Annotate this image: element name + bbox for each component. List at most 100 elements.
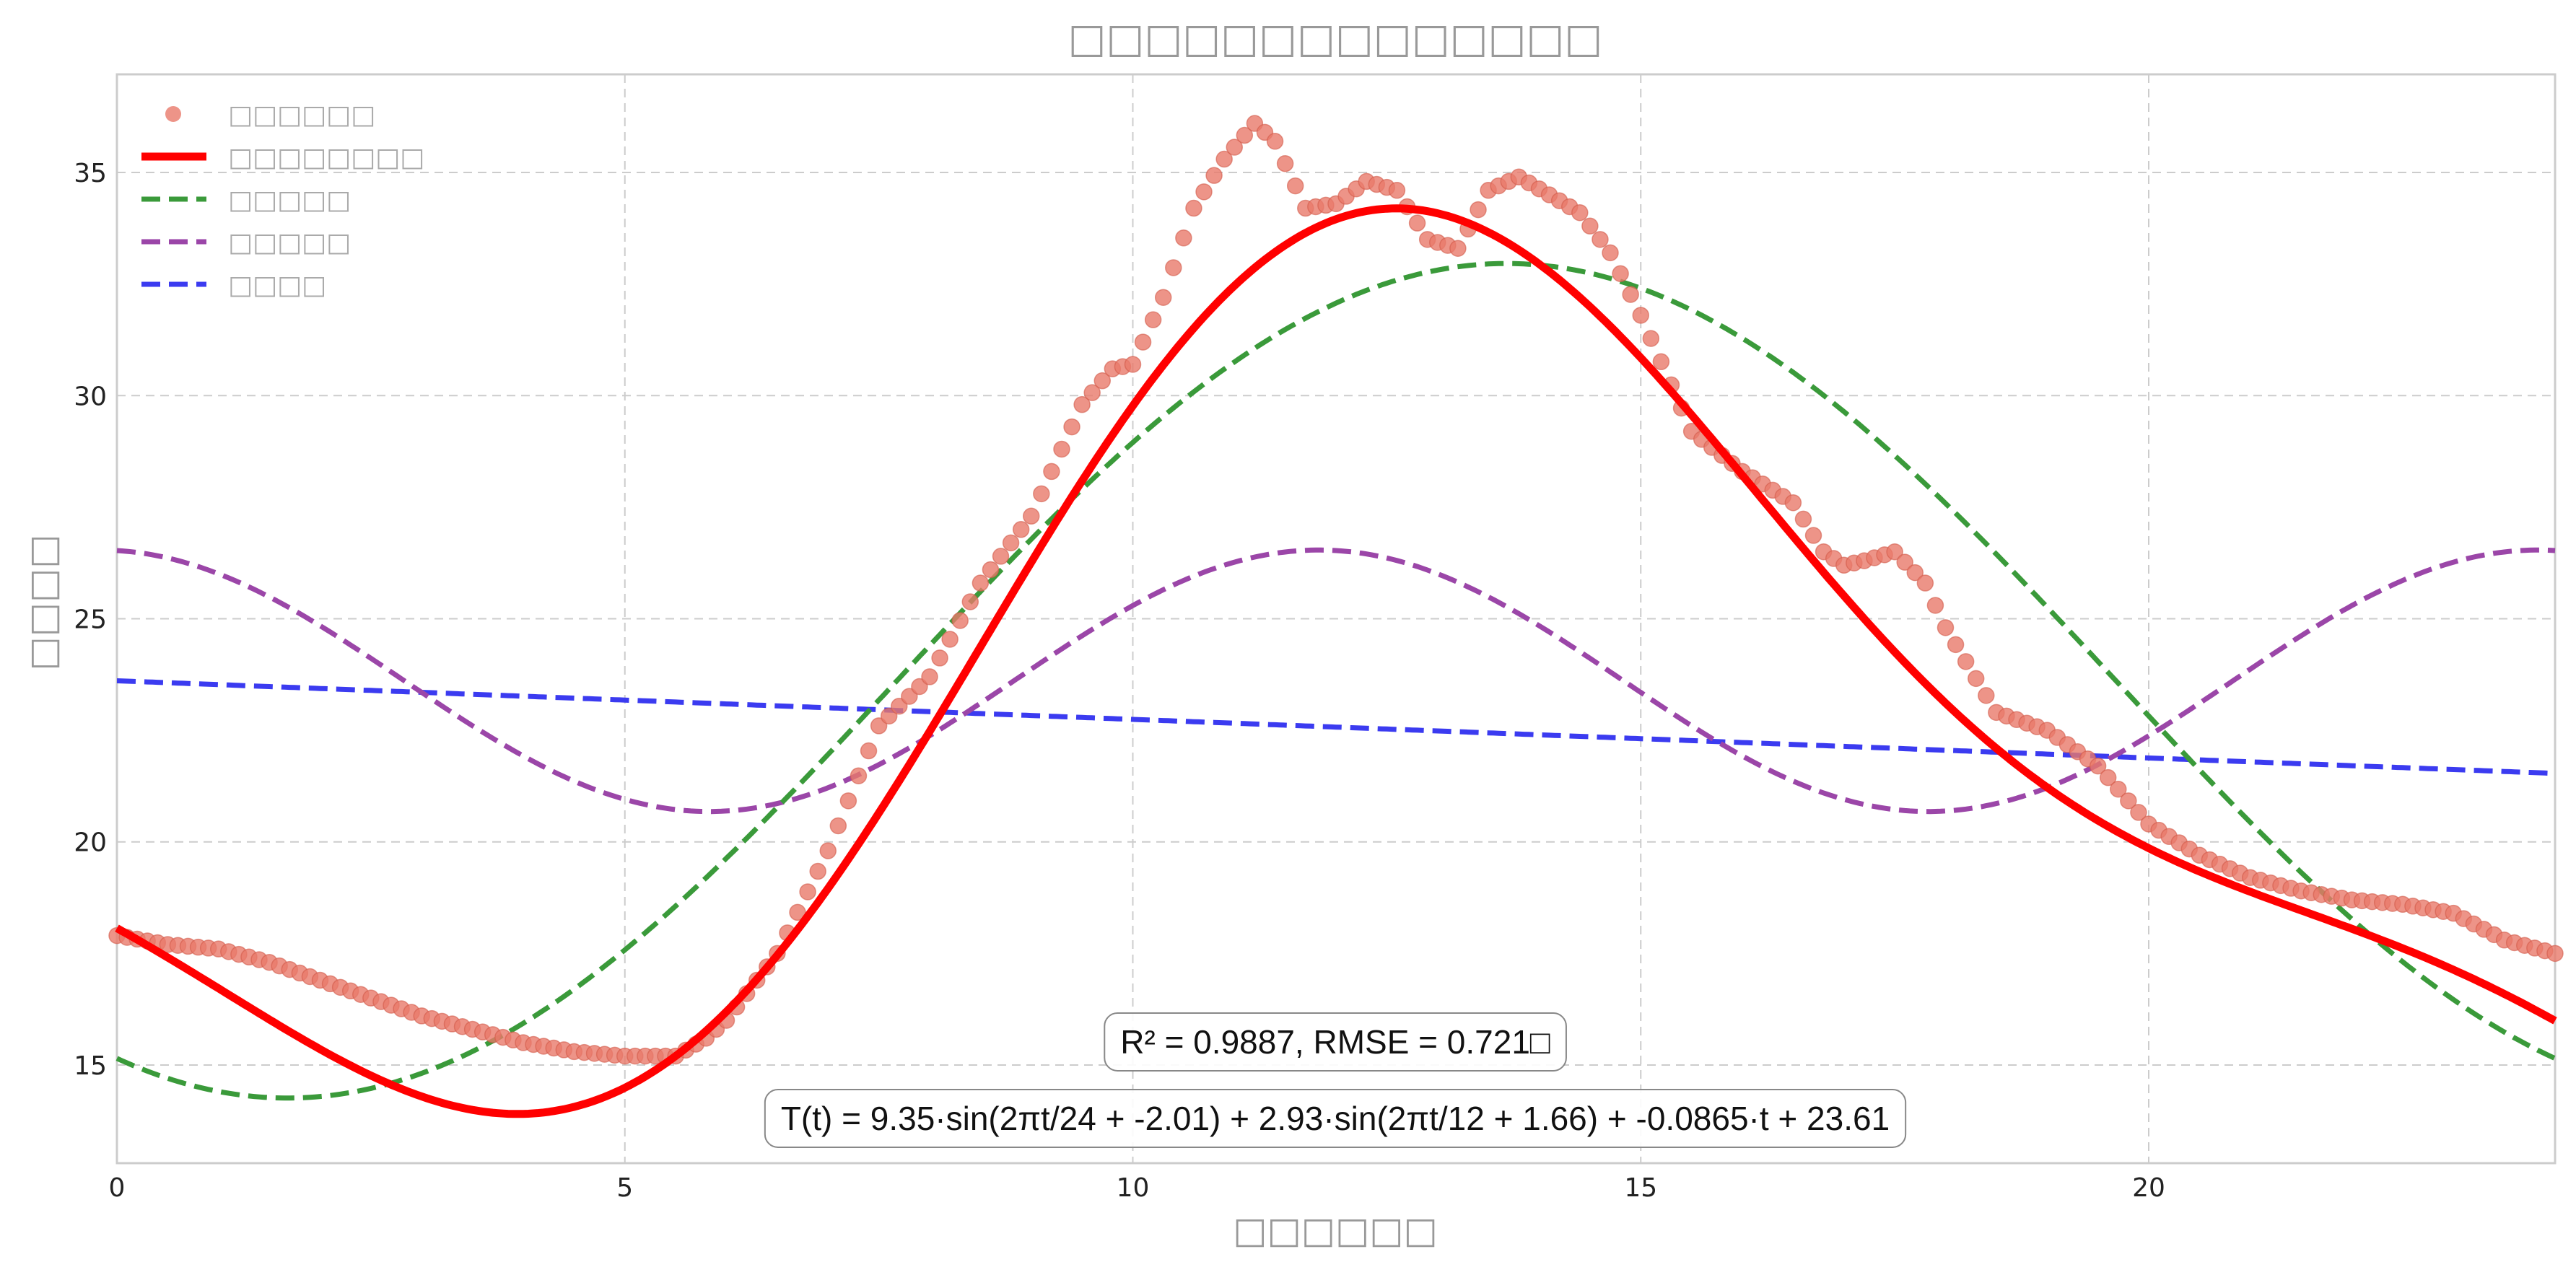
legend-label: □□□□□ xyxy=(228,228,351,258)
observed-point xyxy=(1083,384,1101,401)
formula-annotation: T(t) = 9.35·sin(2πt/24 + -2.01) + 2.93·s… xyxy=(764,1089,1907,1148)
series-trend-line xyxy=(116,678,2556,776)
observed-point xyxy=(1916,574,1934,592)
observed-point xyxy=(992,548,1010,565)
observed-point xyxy=(911,678,928,696)
observed-point xyxy=(921,668,938,685)
observed-point xyxy=(839,792,857,810)
observed-point xyxy=(931,649,948,667)
observed-point xyxy=(1957,653,1975,670)
metrics-annotation: R² = 0.9887, RMSE = 0.721□ xyxy=(1104,1012,1567,1072)
observed-point xyxy=(1205,167,1223,184)
observed-point xyxy=(1581,217,1599,235)
series-semidaily-line xyxy=(116,547,2556,815)
observed-point xyxy=(1652,353,1670,371)
observed-point xyxy=(1124,356,1142,373)
observed-point xyxy=(1215,150,1233,168)
observed-point xyxy=(1165,259,1182,276)
observed-point xyxy=(1794,510,1812,528)
observed-point xyxy=(1063,418,1080,436)
legend-label: □□□□ xyxy=(228,271,326,300)
observed-point xyxy=(1784,494,1802,512)
observed-point xyxy=(982,561,1000,579)
observed-point xyxy=(1236,126,1254,144)
y-tick-label: 35 xyxy=(74,159,107,188)
observed-point xyxy=(1896,553,1913,571)
legend-label: □□□□□□□□ xyxy=(228,143,424,172)
observed-point xyxy=(860,742,878,760)
observed-point xyxy=(1093,372,1112,390)
observed-point xyxy=(1073,395,1091,413)
observed-point xyxy=(1195,183,1213,201)
observed-point xyxy=(1388,182,1406,199)
observed-point xyxy=(1937,619,1955,636)
observed-point xyxy=(1053,440,1070,458)
legend-label: □□□□□ xyxy=(228,185,351,215)
observed-point xyxy=(1144,311,1162,328)
observed-point xyxy=(972,574,990,592)
observed-point xyxy=(961,593,979,610)
observed-point xyxy=(1134,333,1152,351)
observed-point xyxy=(1947,636,1965,654)
series-layer xyxy=(108,115,2564,1118)
observed-point xyxy=(1967,670,1985,688)
y-tick-label: 20 xyxy=(74,828,107,858)
observed-point xyxy=(1276,154,1294,172)
observed-point xyxy=(799,883,816,901)
observed-point xyxy=(1012,521,1030,538)
observed-point xyxy=(1449,240,1467,257)
observed-point xyxy=(809,862,826,880)
observed-point xyxy=(2110,780,2127,798)
observed-point xyxy=(1978,687,1995,704)
observed-point xyxy=(1642,330,1660,347)
observed-point xyxy=(789,903,806,921)
x-axis-label: □□□□□□ xyxy=(1233,1209,1437,1251)
observed-point xyxy=(1408,214,1426,232)
observed-point xyxy=(2099,768,2117,787)
observed-point xyxy=(1002,534,1020,552)
observed-point xyxy=(870,717,888,735)
observed-point xyxy=(829,817,847,835)
y-tick-label: 30 xyxy=(74,382,107,411)
observed-point xyxy=(880,707,898,725)
observed-point xyxy=(1804,527,1822,544)
observed-point xyxy=(2130,804,2147,821)
x-tick-label: 20 xyxy=(2132,1173,2165,1203)
observed-point xyxy=(1154,289,1172,306)
plot-frame xyxy=(115,73,2557,1165)
tick-labels: 0 5 10 15 20 15 20 25 30 35 xyxy=(74,159,2165,1203)
x-tick-label: 5 xyxy=(616,1173,633,1203)
annotations: R² = 0.9887, RMSE = 0.721□ T(t) = 9.35·si… xyxy=(764,1012,1907,1148)
observed-point xyxy=(1023,507,1040,525)
grid xyxy=(115,73,2557,1165)
series-fit-line xyxy=(115,204,2557,1118)
legend-marker xyxy=(165,106,181,122)
observed-point xyxy=(1043,463,1060,481)
observed-point xyxy=(891,697,908,715)
x-tick-label: 0 xyxy=(109,1173,126,1203)
x-tick-label: 10 xyxy=(1117,1173,1150,1203)
observed-point xyxy=(850,767,868,784)
legend-label: □□□□□□ xyxy=(228,100,375,130)
chart-title: □□□□□□□□□□□□□□ xyxy=(1068,15,1603,62)
y-tick-label: 15 xyxy=(74,1051,107,1081)
observed-point xyxy=(1632,307,1649,324)
metrics-annotation-box xyxy=(1104,1012,1567,1072)
observed-point xyxy=(2120,792,2137,810)
observed-point xyxy=(951,612,969,629)
observed-point xyxy=(2089,757,2107,775)
metrics-annotation-text: R² = 0.9887, RMSE = 0.721□ xyxy=(1120,1023,1550,1061)
observed-point xyxy=(1592,231,1609,248)
observed-point xyxy=(1926,597,1944,614)
x-tick-label: 15 xyxy=(1624,1173,1657,1203)
observed-point xyxy=(1286,177,1304,195)
formula-annotation-text: T(t) = 9.35·sin(2πt/24 + -2.01) + 2.93·s… xyxy=(781,1100,1890,1137)
observed-point xyxy=(1571,203,1589,222)
observed-point xyxy=(1470,201,1487,219)
observed-point xyxy=(901,688,918,705)
observed-point xyxy=(2546,945,2564,963)
y-axis-label: □□□□ xyxy=(22,535,64,671)
formula-annotation-box xyxy=(764,1089,1907,1148)
observed-point xyxy=(941,631,959,648)
